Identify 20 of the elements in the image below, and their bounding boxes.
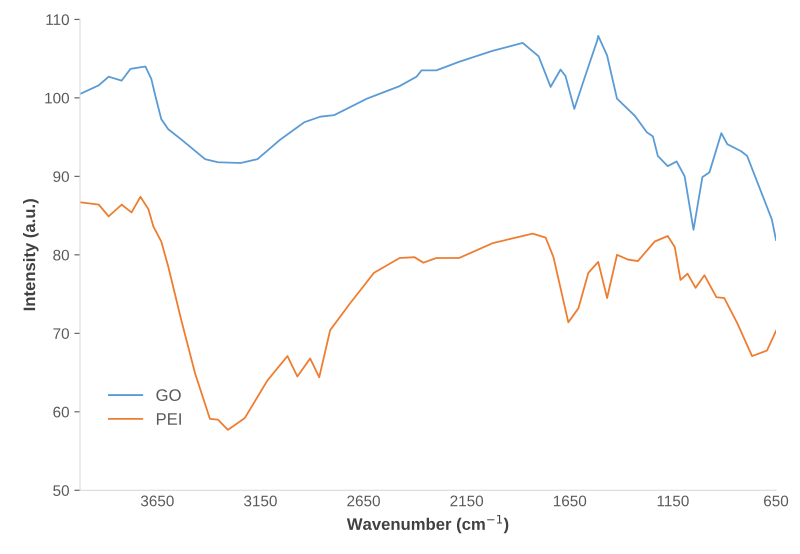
y-tick-label: 80 <box>53 250 69 261</box>
y-tick-label: 90 <box>53 171 69 182</box>
y-tick-label: 100 <box>45 92 69 104</box>
y-tick-label: 110 <box>46 14 69 26</box>
y-tick-label: 60 <box>53 406 69 418</box>
x-tick-label: 2150 <box>450 496 484 506</box>
x-tick-label: 2650 <box>347 496 380 506</box>
x-tick-label: 1150 <box>658 496 689 506</box>
x-tick-label: 650 <box>764 496 788 506</box>
line-series <box>80 196 776 431</box>
y-tick-label: 70 <box>53 328 69 340</box>
line-series <box>80 34 776 241</box>
x-tick-label: 1650 <box>554 496 586 506</box>
legend-label: GO <box>156 389 181 402</box>
x-tick-label: 3650 <box>140 496 174 506</box>
y-tick-label: 50 <box>53 485 69 496</box>
legend-label: PEI <box>156 413 181 425</box>
y-axis-title: Intensity (a.u.) <box>23 199 39 310</box>
x-axis-title: Wavenumber (cm$^{−1}$) <box>346 514 508 534</box>
x-tick-label: 3150 <box>244 496 277 506</box>
